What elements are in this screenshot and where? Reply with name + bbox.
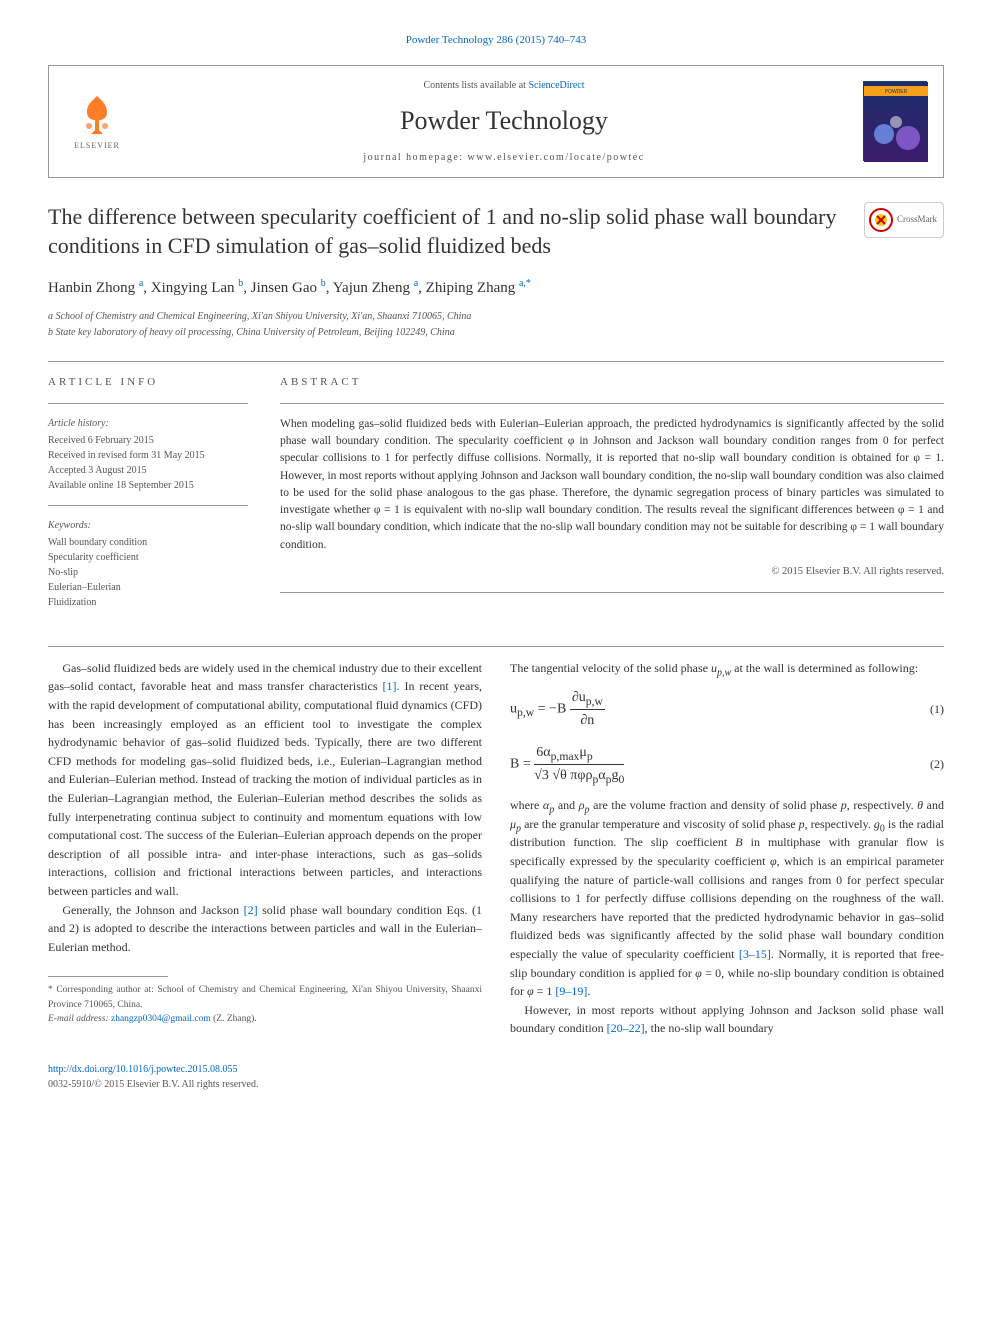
abstract-text: When modeling gas–solid fluidized beds w… — [280, 416, 944, 554]
sciencedirect-link[interactable]: ScienceDirect — [528, 80, 584, 91]
abstract-copyright: © 2015 Elsevier B.V. All rights reserved… — [280, 564, 944, 580]
journal-name: Powder Technology — [145, 101, 863, 140]
history-received: Received 6 February 2015 — [48, 433, 248, 448]
elsevier-label: ELSEVIER — [74, 140, 120, 152]
elsevier-tree-icon — [73, 90, 121, 138]
corresponding-author-note: * Corresponding author at: School of Che… — [48, 983, 482, 1012]
cover-title: POWDER — [885, 89, 908, 95]
journal-header: ELSEVIER Contents lists available at Sci… — [48, 65, 944, 178]
history-online: Available online 18 September 2015 — [48, 478, 248, 493]
body-paragraph-tangential: The tangential velocity of the solid pha… — [510, 659, 944, 678]
footnotes: * Corresponding author at: School of Che… — [48, 983, 482, 1026]
email-label: E-mail address: — [48, 1014, 111, 1024]
equation-2-expr: B = 6αp,maxμp√3 √θ πφρpαpg0 — [510, 742, 624, 786]
body-paragraph-1: Gas–solid fluidized beds are widely used… — [48, 659, 482, 901]
affiliation-b: b State key laboratory of heavy oil proc… — [48, 325, 944, 341]
crossmark-icon — [869, 208, 893, 232]
keyword: Fluidization — [48, 595, 248, 610]
article-title: The difference between specularity coeff… — [48, 202, 848, 261]
equation-2-number: (2) — [930, 755, 944, 774]
journal-citation-link[interactable]: Powder Technology 286 (2015) 740–743 — [48, 32, 944, 49]
email-line: E-mail address: zhangzp0304@gmail.com (Z… — [48, 1012, 482, 1026]
info-divider — [48, 505, 248, 506]
history-label: Article history: — [48, 416, 248, 431]
keywords-block: Keywords: Wall boundary condition Specul… — [48, 518, 248, 610]
equation-1-number: (1) — [930, 700, 944, 719]
article-body: Gas–solid fluidized beds are widely used… — [48, 659, 944, 1038]
keyword: Eulerian–Eulerian — [48, 580, 248, 595]
affiliation-a: a School of Chemistry and Chemical Engin… — [48, 309, 944, 325]
section-divider — [48, 361, 944, 362]
keyword: No-slip — [48, 565, 248, 580]
footer: http://dx.doi.org/10.1016/j.powtec.2015.… — [48, 1062, 944, 1092]
affiliations: a School of Chemistry and Chemical Engin… — [48, 309, 944, 341]
abstract-heading: ABSTRACT — [280, 374, 944, 391]
author-list: Hanbin Zhong a, Xingying Lan b, Jinsen G… — [48, 277, 944, 300]
article-info: ARTICLE INFO Article history: Received 6… — [48, 374, 248, 622]
corresponding-email-link[interactable]: zhangzp0304@gmail.com — [111, 1014, 211, 1024]
footnote-separator — [48, 976, 168, 977]
body-paragraph-4: However, in most reports without applyin… — [510, 1001, 944, 1038]
history-revised: Received in revised form 31 May 2015 — [48, 448, 248, 463]
body-paragraph-3: where αp and ρp are the volume fraction … — [510, 796, 944, 1001]
body-paragraph-2: Generally, the Johnson and Jackson [2] s… — [48, 901, 482, 957]
abstract-divider — [280, 403, 944, 404]
abstract-bottom-divider — [280, 592, 944, 593]
article-info-heading: ARTICLE INFO — [48, 374, 248, 391]
issn-copyright: 0032-5910/© 2015 Elsevier B.V. All right… — [48, 1077, 944, 1092]
abstract: ABSTRACT When modeling gas–solid fluidiz… — [280, 374, 944, 622]
article-history: Article history: Received 6 February 201… — [48, 416, 248, 493]
elsevier-logo: ELSEVIER — [65, 85, 129, 157]
header-center: Contents lists available at ScienceDirec… — [145, 78, 863, 165]
history-accepted: Accepted 3 August 2015 — [48, 463, 248, 478]
email-suffix: (Z. Zhang). — [211, 1014, 257, 1024]
keyword: Specularity coefficient — [48, 550, 248, 565]
equation-1: up,w = −B ∂up,w∂n (1) — [510, 687, 944, 731]
equation-1-expr: up,w = −B ∂up,w∂n — [510, 687, 605, 731]
body-top-divider — [48, 646, 944, 647]
doi-link[interactable]: http://dx.doi.org/10.1016/j.powtec.2015.… — [48, 1064, 238, 1075]
crossmark-badge[interactable]: CrossMark — [864, 202, 944, 238]
equation-2: B = 6αp,maxμp√3 √θ πφρpαpg0 (2) — [510, 742, 944, 786]
journal-cover-thumbnail: POWDER — [863, 81, 927, 161]
info-divider — [48, 403, 248, 404]
contents-line: Contents lists available at ScienceDirec… — [145, 78, 863, 93]
keyword: Wall boundary condition — [48, 535, 248, 550]
journal-homepage[interactable]: journal homepage: www.elsevier.com/locat… — [145, 150, 863, 165]
contents-prefix: Contents lists available at — [423, 80, 528, 91]
crossmark-label: CrossMark — [897, 213, 937, 227]
keywords-label: Keywords: — [48, 518, 248, 533]
